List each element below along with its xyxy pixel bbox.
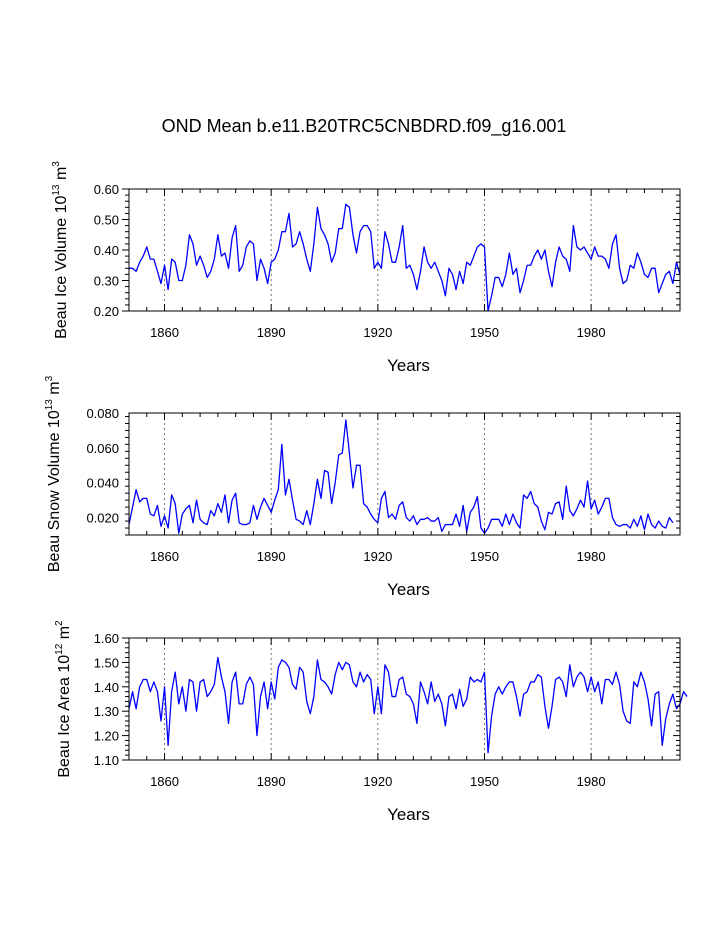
y-axis-label-superscript: 3	[51, 161, 62, 167]
y-axis-label-text: m	[56, 626, 73, 644]
y-axis-label-text: Beau Snow Volume 10	[46, 410, 63, 572]
plot-frame-area	[128, 637, 681, 761]
x-axis-label: Years	[387, 580, 430, 599]
panel-snow: 1860 1890 1920 1950 1980 Years 0.020 0.040 0.060…	[44, 375, 681, 599]
y-axis-label-superscript: 12	[54, 643, 65, 655]
y-tick-label: 0.40	[94, 243, 119, 258]
x-tick-label: 1860	[150, 774, 179, 789]
y-tick-label: 1.50	[94, 655, 119, 670]
x-tick-label: 1920	[363, 325, 392, 340]
y-tick-label: 0.060	[86, 441, 119, 456]
y-axis-label: Beau Snow Volume 1013 m3	[44, 375, 63, 572]
y-tick-label: 0.50	[94, 213, 119, 228]
y-tick-label: 1.20	[94, 729, 119, 744]
panels: 1860 1890 1920 1950 1980 Years 0.20 0.30 0.40 0.5…	[44, 161, 688, 824]
x-tick-label: 1890	[257, 774, 286, 789]
y-tick-label: 1.30	[94, 704, 119, 719]
plot-frame-snow	[128, 412, 681, 536]
series-line-snow	[128, 419, 674, 534]
x-tick-label: 1920	[363, 774, 392, 789]
x-tick-label: 1950	[470, 549, 499, 564]
x-tick-label: 1860	[150, 325, 179, 340]
x-tick-label: 1980	[577, 774, 606, 789]
y-axis-label-text: m	[46, 381, 63, 399]
y-tick-label: 1.10	[94, 753, 119, 768]
x-axis-label: Years	[387, 356, 430, 375]
y-tick-label: 0.30	[94, 274, 119, 289]
y-tick-label: 0.020	[86, 511, 119, 526]
x-tick-label: 1980	[577, 549, 606, 564]
y-tick-label: 0.040	[86, 476, 119, 491]
y-tick-label: 0.080	[86, 406, 119, 421]
series-line-area	[128, 656, 688, 754]
chart-title: OND Mean b.e11.B20TRC5CNBDRD.f09_g16.001	[162, 116, 567, 137]
x-tick-label: 1890	[257, 325, 286, 340]
y-tick-label: 0.60	[94, 182, 119, 197]
y-axis-label-superscript: 2	[54, 620, 65, 626]
y-axis-label-text: m	[53, 167, 70, 185]
y-axis-label: Beau Ice Area 1012 m2	[54, 620, 73, 778]
y-tick-label: 0.20	[94, 304, 119, 319]
x-axis-label: Years	[387, 805, 430, 824]
y-axis-label-text: Beau Ice Area 10	[56, 655, 73, 778]
y-tick-label: 1.60	[94, 631, 119, 646]
x-tick-label: 1860	[150, 549, 179, 564]
x-tick-label: 1950	[470, 774, 499, 789]
x-tick-label: 1950	[470, 325, 499, 340]
panel-volume: 1860 1890 1920 1950 1980 Years 0.20 0.30 0.40 0.5…	[51, 161, 681, 375]
y-axis-label-superscript: 13	[44, 399, 55, 411]
y-axis-label: Beau Ice Volume 1013 m3	[51, 161, 70, 339]
y-axis-label-superscript: 3	[44, 375, 55, 381]
y-axis-label-superscript: 13	[51, 184, 62, 196]
x-tick-label: 1920	[363, 549, 392, 564]
y-tick-label: 1.40	[94, 680, 119, 695]
series-line-volume	[129, 203, 681, 312]
y-axis-label-text: Beau Ice Volume 10	[53, 196, 70, 339]
x-tick-label: 1890	[257, 549, 286, 564]
x-tick-label: 1980	[577, 325, 606, 340]
panel-area: 1860 1890 1920 1950 1980 Years 1.10 1.20 1.30 1.4…	[54, 620, 688, 824]
